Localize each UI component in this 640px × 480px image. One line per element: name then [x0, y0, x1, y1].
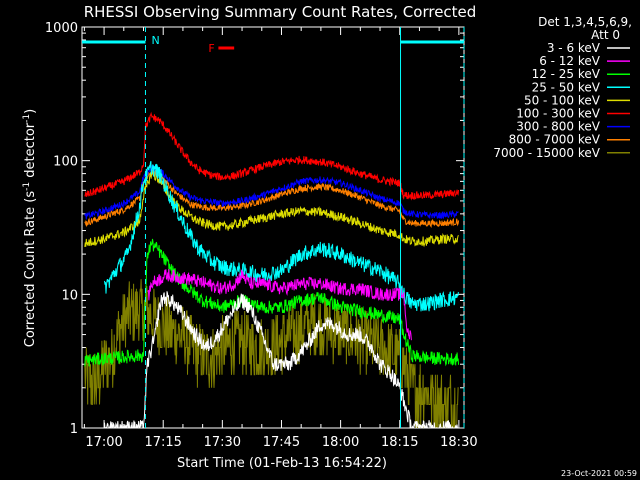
plot-area: 1 10 100 1000 17:00 17:15 17:30 17:45 18:00 18:15… [45, 21, 478, 450]
x-axis-title: Start Time (01-Feb-13 16:54:22) [177, 456, 387, 471]
flare-letter: F [208, 42, 214, 55]
legend-label: 6 - 12 keV [539, 54, 601, 68]
legend-header-line2: Att 0 [591, 28, 620, 42]
series-line-7000-15000- [84, 279, 459, 428]
x-tick-label: 17:15 [144, 435, 181, 450]
y-axis-title: Corrected Count Rate (s-1 detector-1) [22, 109, 38, 347]
night-letter: N [151, 34, 159, 47]
x-tick-label: 18:30 [440, 435, 477, 450]
y-axis-title-sup1: -1 [22, 182, 32, 191]
legend-label: 7000 - 15000 keV [493, 146, 600, 160]
y-axis-title-mid: detector [23, 122, 38, 182]
y-axis-title-sup2: -1 [22, 114, 32, 123]
footer-timestamp: 23-Oct-2021 00:59 [561, 469, 637, 478]
y-tick-label: 10 [61, 288, 78, 303]
series-line-3-6- [104, 291, 459, 428]
legend-header-line1: Det 1,3,4,5,6,9, [538, 15, 632, 29]
series-line-12-25- [84, 238, 460, 367]
x-tick-label: 18:15 [381, 435, 418, 450]
legend-label: 25 - 50 keV [532, 80, 601, 94]
legend-label: 12 - 25 keV [532, 67, 601, 81]
chart-title: RHESSI Observing Summary Count Rates, Co… [84, 3, 477, 21]
legend-label: 800 - 7000 keV [509, 133, 601, 147]
y-axis-title-end: ) [23, 109, 38, 114]
y-tick-label: 1000 [45, 21, 78, 36]
x-tick-label: 17:30 [204, 435, 241, 450]
legend-label: 50 - 100 keV [524, 93, 601, 107]
legend-label: 300 - 800 keV [516, 120, 600, 134]
y-tick-label: 100 [53, 155, 78, 170]
y-tick-label: 1 [70, 422, 78, 437]
series-line-50-100- [84, 170, 459, 248]
legend-label: 3 - 6 keV [547, 41, 601, 55]
series-line-25-50- [104, 160, 459, 312]
series-line-100-300- [84, 111, 460, 201]
data-layer [82, 40, 464, 428]
series-line-6-12- [147, 269, 412, 341]
x-tick-label: 18:00 [322, 435, 359, 450]
x-tick-label: 17:00 [85, 435, 122, 450]
y-axis-title-main: Corrected Count Rate (s [23, 191, 38, 348]
legend-label: 100 - 300 keV [516, 107, 600, 121]
x-tick-label: 17:45 [263, 435, 300, 450]
